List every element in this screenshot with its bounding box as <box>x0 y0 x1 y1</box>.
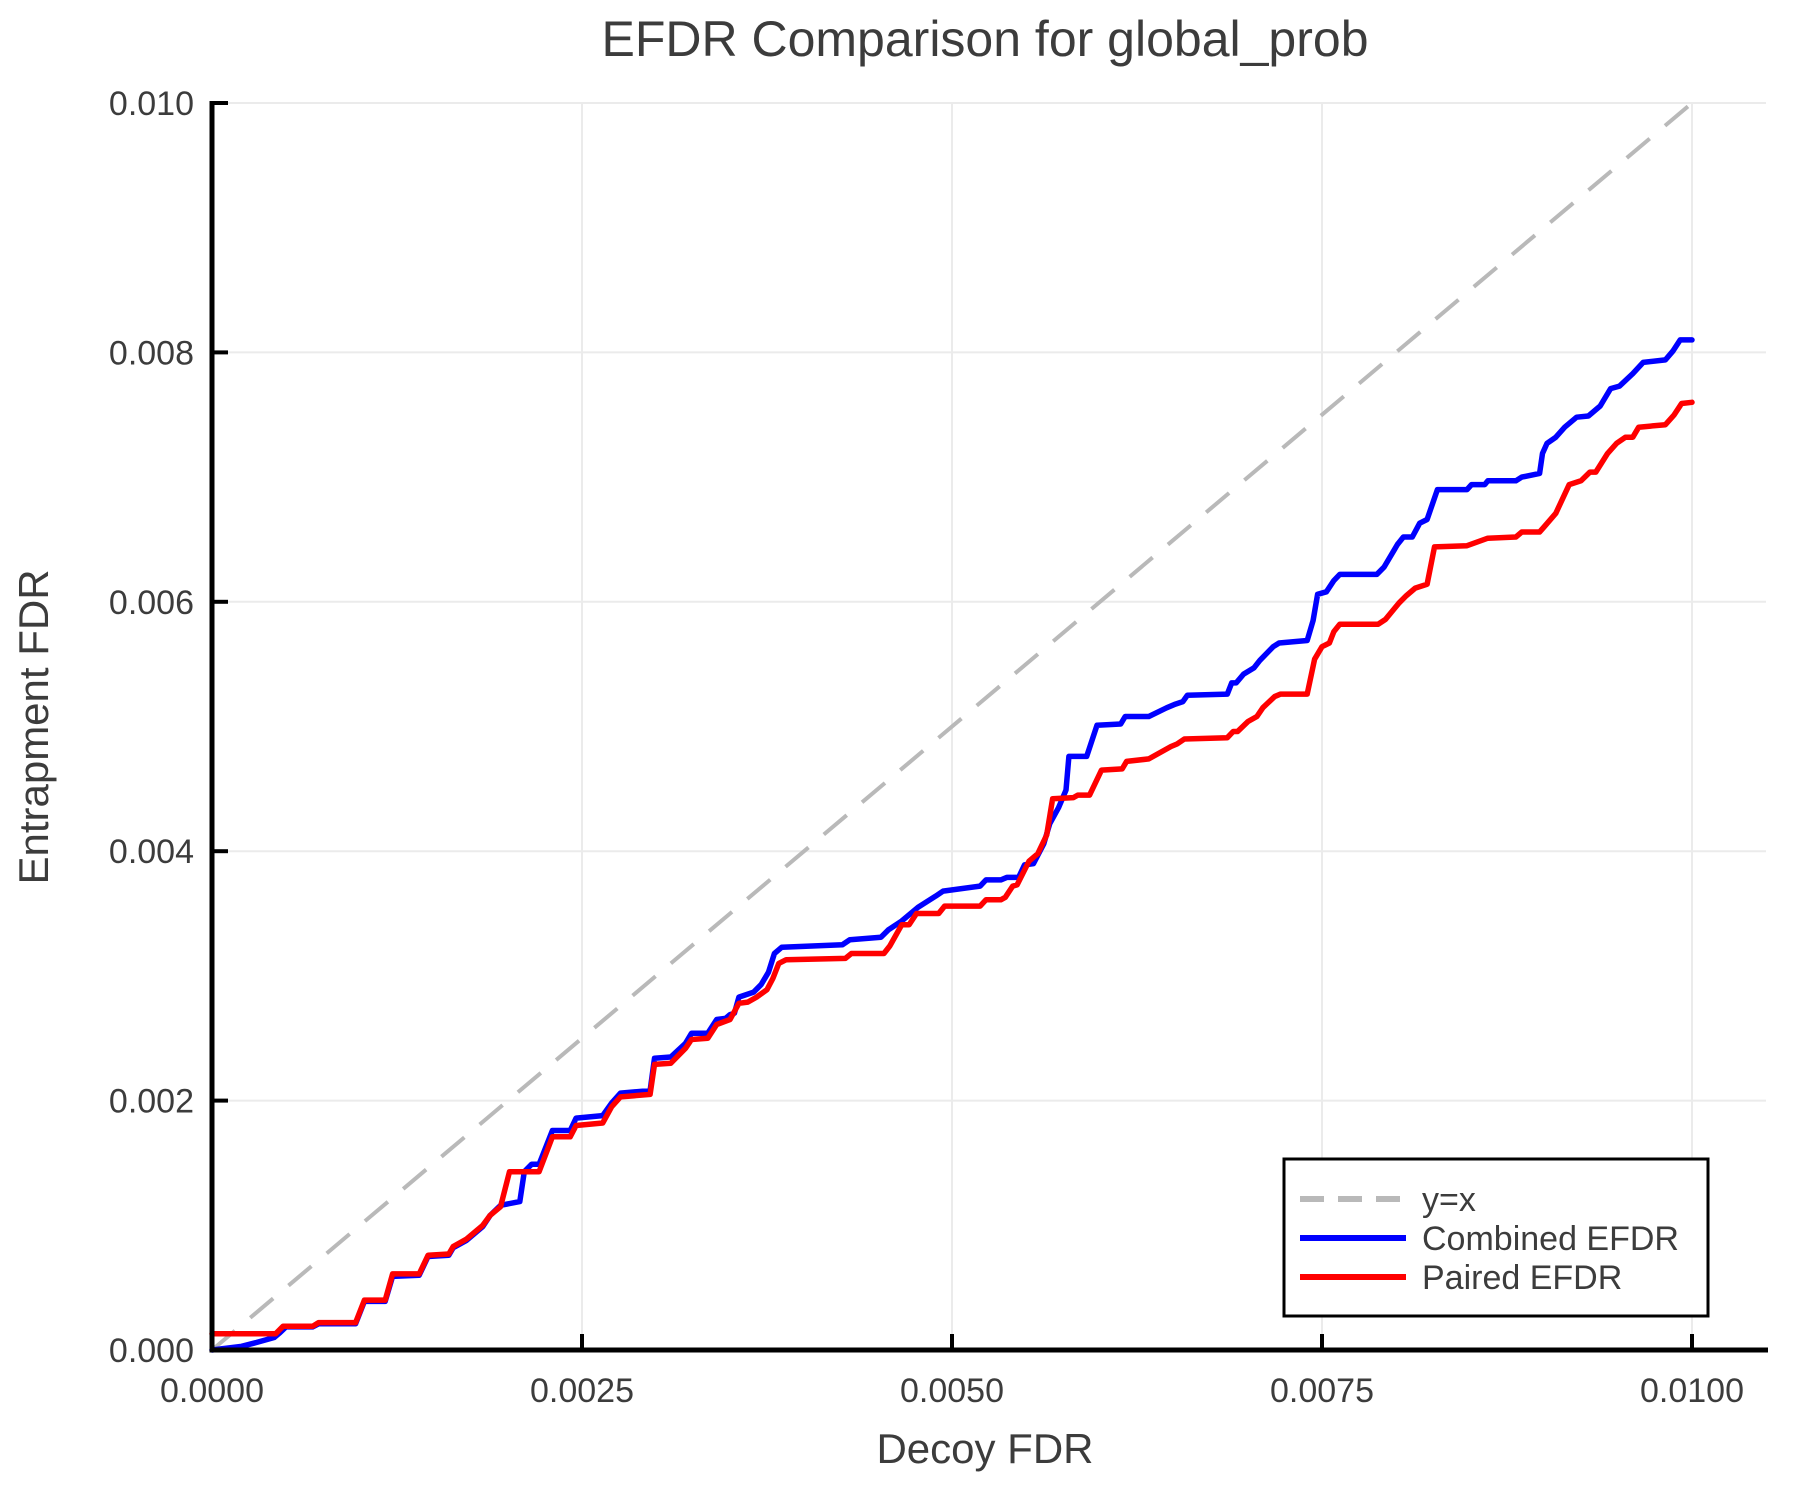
x-tick-label: 0.0000 <box>160 1372 264 1410</box>
chart-title: EFDR Comparison for global_prob <box>601 11 1368 67</box>
y-tick-label: 0.000 <box>109 1332 194 1370</box>
legend-label: Combined EFDR <box>1422 1220 1679 1258</box>
x-axis-label: Decoy FDR <box>876 1425 1093 1472</box>
data-lines <box>209 101 1695 1353</box>
y-axis-label: Entrapment FDR <box>10 569 57 884</box>
x-tick-label: 0.0100 <box>1640 1372 1744 1410</box>
x-tick-label: 0.0025 <box>530 1372 634 1410</box>
y-tick-label: 0.004 <box>109 833 194 871</box>
y-tick-label: 0.008 <box>109 334 194 372</box>
y-tick-label: 0.002 <box>109 1083 194 1121</box>
identity-line <box>210 101 1694 1352</box>
legend-label: Paired EFDR <box>1422 1259 1622 1297</box>
y-tick-label: 0.006 <box>109 584 194 622</box>
x-tick-label: 0.0075 <box>1270 1372 1374 1410</box>
tick-labels: 0.0000 0.0025 0.0050 0.0075 0.0100 0.000 0.002… <box>109 85 1744 1410</box>
axis-spines <box>209 101 1768 1353</box>
y-tick-label: 0.010 <box>109 85 194 123</box>
x-tick-label: 0.0050 <box>900 1372 1004 1410</box>
axis-ticks <box>210 101 1694 1352</box>
paired-efdr-line <box>209 399 1695 1337</box>
legend-label: y=x <box>1422 1181 1476 1219</box>
